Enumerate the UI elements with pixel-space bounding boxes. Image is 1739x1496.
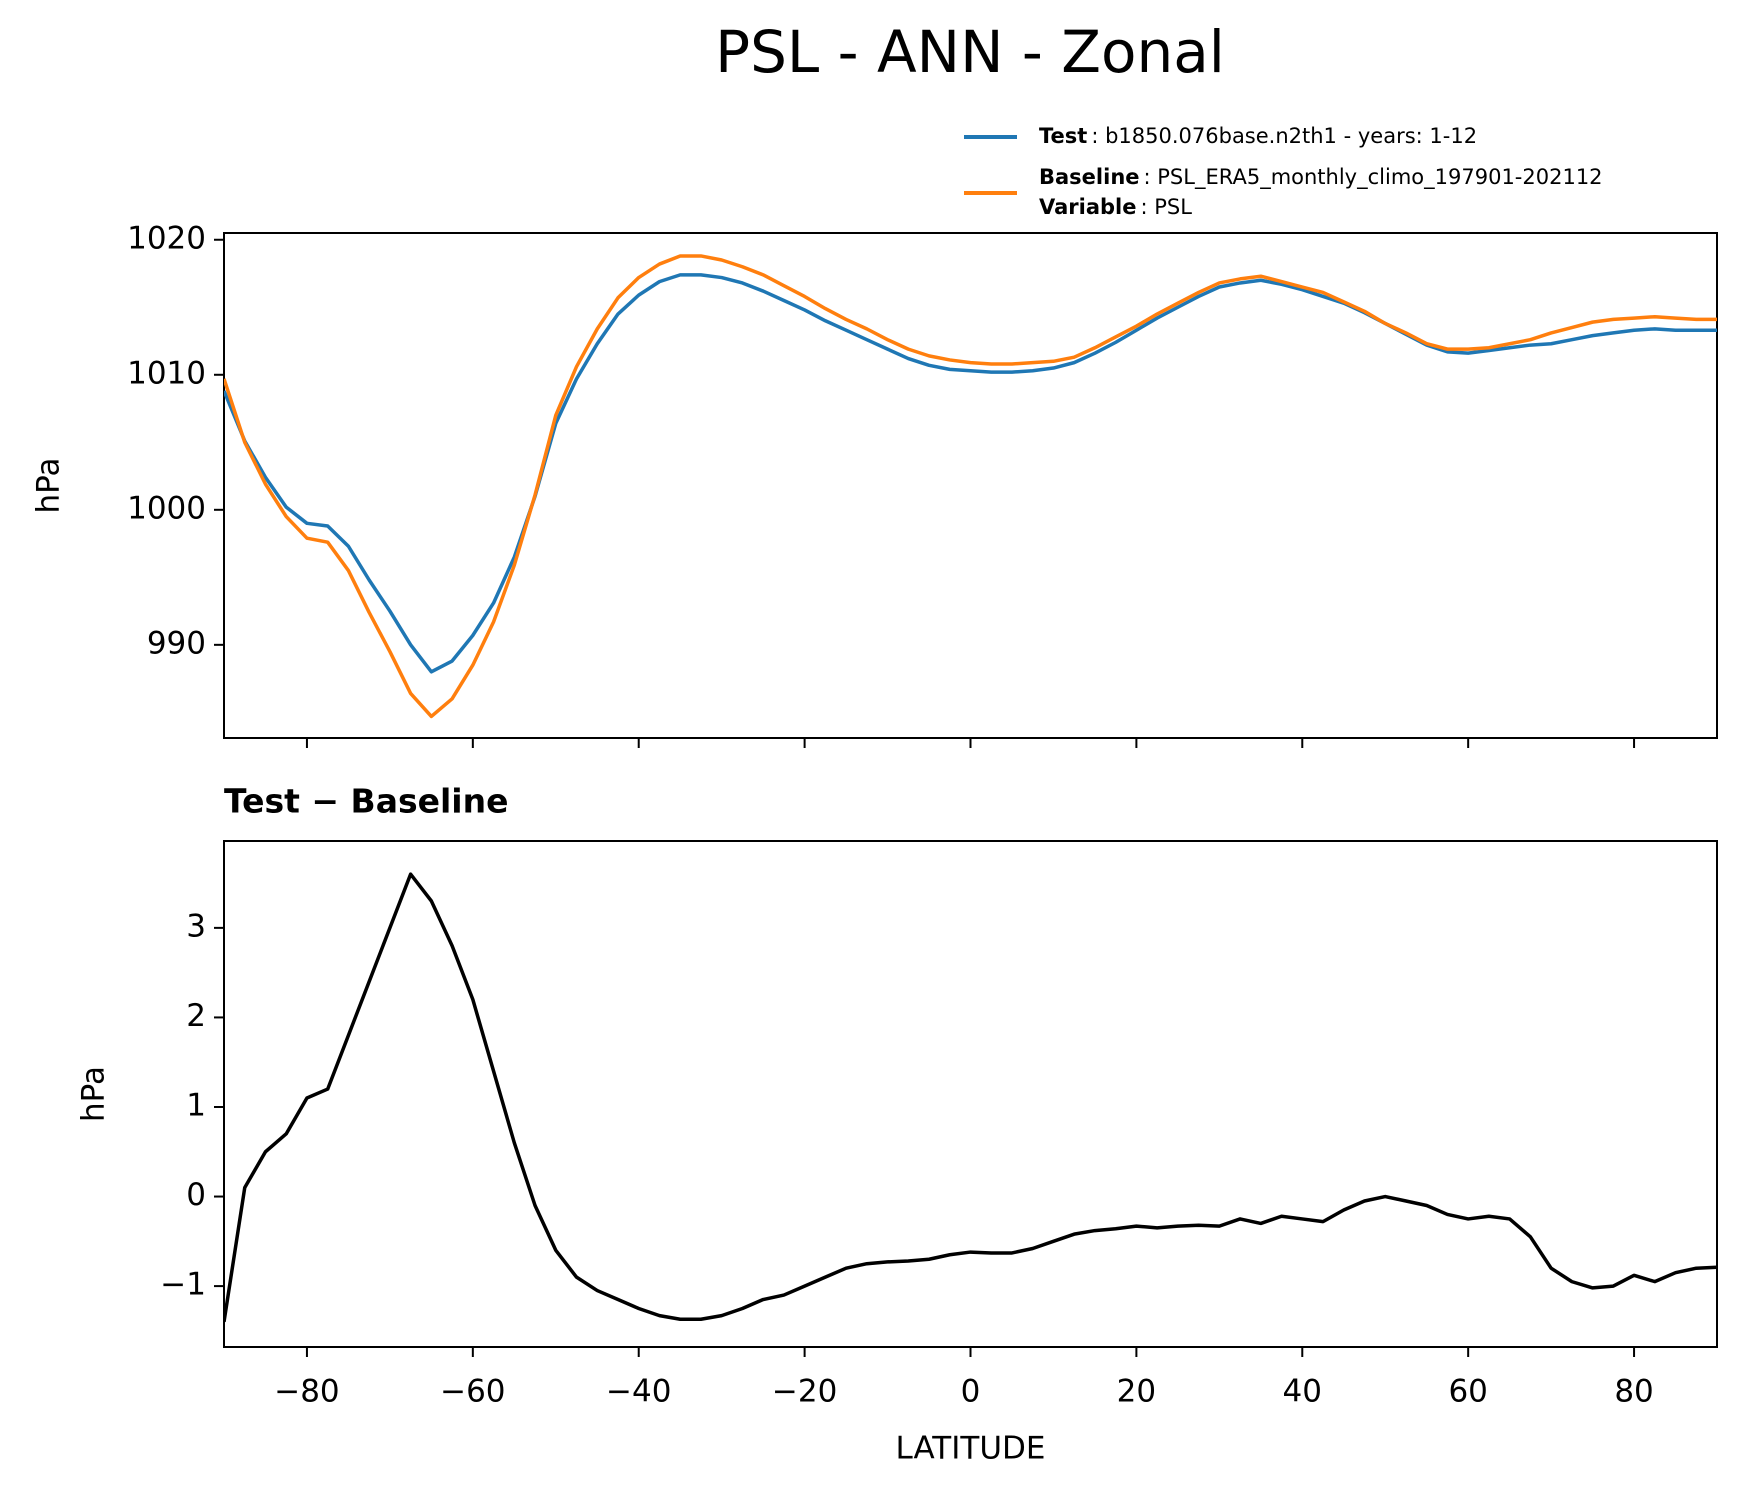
x-tick-label: 0 (961, 1374, 981, 1410)
legend-name: Variable (1039, 195, 1136, 219)
y-tick-label: 1020 (127, 220, 206, 256)
legend-desc: : b1850.076base.n2th1 - years: 1-12 (1091, 124, 1477, 148)
x-tick-label: −40 (606, 1374, 671, 1410)
y-tick-label: 1010 (127, 355, 206, 391)
x-tick-label: 20 (1117, 1374, 1156, 1410)
legend-entry: Variable: PSL (1039, 195, 1192, 219)
y-tick-label: 1 (186, 1087, 206, 1123)
legend-desc: : PSL (1140, 195, 1192, 219)
x-axis-label: LATITUDE (896, 1431, 1046, 1467)
y-axis-label: hPa (31, 458, 67, 514)
x-tick-label: 80 (1614, 1374, 1653, 1410)
y-tick-label: 1000 (127, 490, 206, 526)
y-tick-label: −1 (160, 1267, 206, 1303)
y-tick-label: 2 (186, 998, 206, 1034)
legend-entry: Test: b1850.076base.n2th1 - years: 1-12 (1039, 124, 1477, 148)
data-line (224, 872, 1717, 1323)
legend-desc: : PSL_ERA5_monthly_climo_197901-202112 (1144, 165, 1603, 190)
figure-title: PSL - ANN - Zonal (715, 18, 1225, 86)
legend-entry: Baseline: PSL_ERA5_monthly_climo_197901-… (1039, 165, 1603, 190)
legend-name: Test (1039, 124, 1087, 148)
subplot-title: Test − Baseline (224, 782, 509, 821)
y-axis-label: hPa (76, 1066, 112, 1122)
x-tick-label: −20 (772, 1374, 837, 1410)
y-tick-label: 990 (147, 625, 206, 661)
x-tick-label: −80 (274, 1374, 339, 1410)
y-tick-label: 0 (186, 1177, 206, 1213)
x-tick-label: −60 (440, 1374, 505, 1410)
data-line (224, 273, 1717, 674)
data-line (224, 254, 1717, 719)
x-tick-label: 60 (1448, 1374, 1487, 1410)
y-tick-label: 3 (186, 908, 206, 944)
legend-name: Baseline (1039, 165, 1140, 189)
x-tick-label: 40 (1283, 1374, 1322, 1410)
